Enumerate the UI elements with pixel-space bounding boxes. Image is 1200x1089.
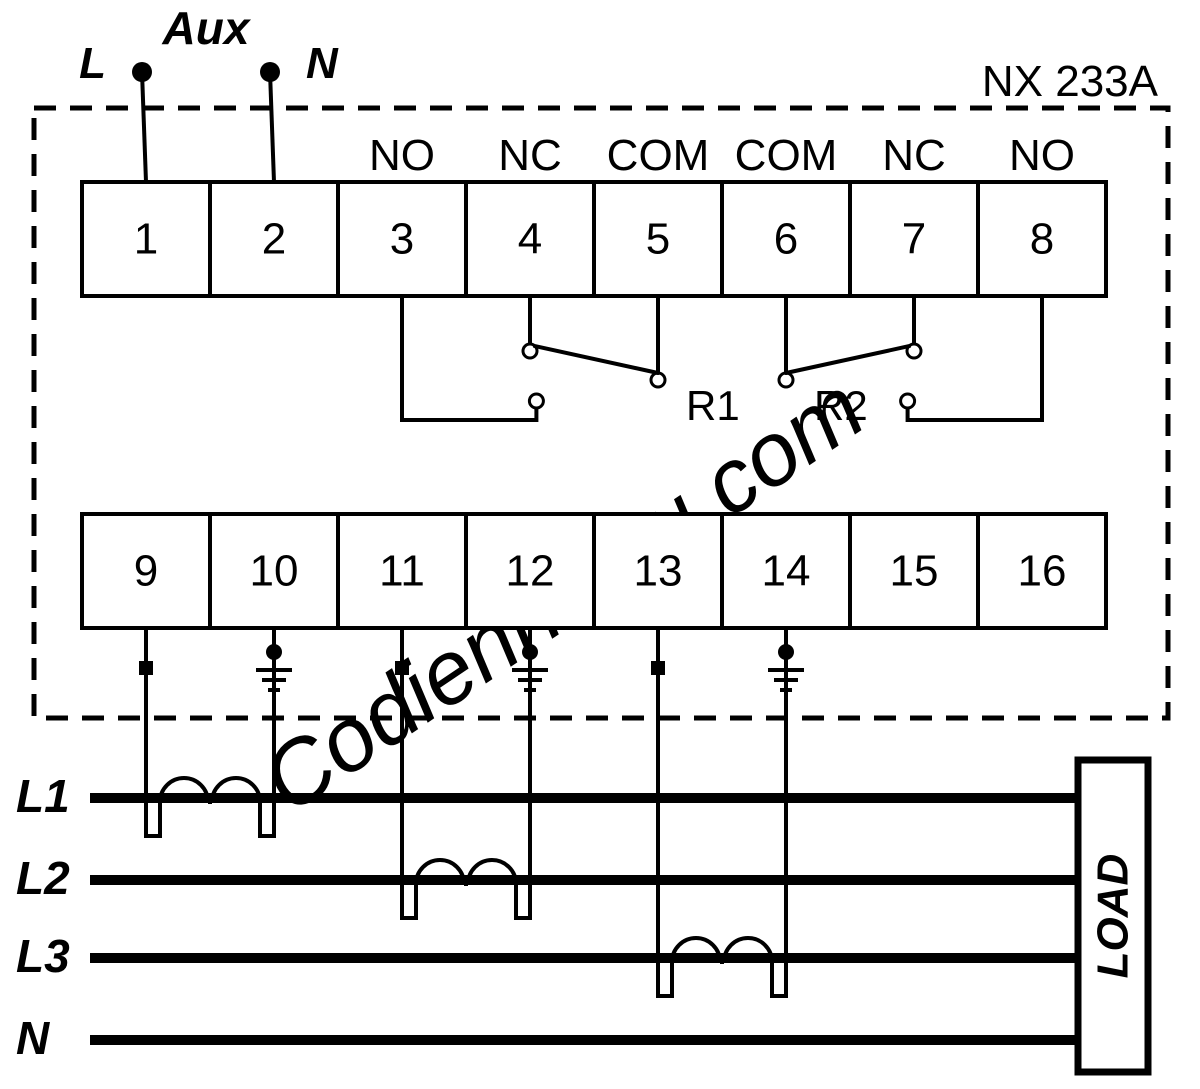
terminal-8: 8	[1030, 215, 1054, 264]
terminal-label-nc-7: NC	[882, 131, 946, 180]
power-line-label-L1: L1	[16, 770, 70, 822]
model-number: NX 233A	[982, 57, 1159, 106]
terminal-11: 11	[379, 547, 425, 596]
terminal-2: 2	[262, 215, 286, 264]
terminal-12: 12	[506, 547, 555, 596]
relay-r2-label: R2	[814, 382, 868, 429]
terminal-5: 5	[646, 215, 670, 264]
terminal-9: 9	[134, 547, 158, 596]
relay-r2-no-wire	[908, 296, 1042, 420]
aux-L-wire	[142, 72, 146, 182]
terminal-7: 7	[902, 215, 926, 264]
relay-r1-pivot	[651, 373, 665, 387]
aux-L-label: L	[79, 39, 106, 88]
terminal-6: 6	[774, 215, 798, 264]
power-line-label-L3: L3	[16, 930, 70, 982]
terminal-15: 15	[890, 547, 939, 596]
aux-N-wire	[270, 72, 274, 182]
terminal-14: 14	[762, 547, 811, 596]
terminal-label-no-8: NO	[1009, 131, 1075, 180]
aux-N-label: N	[306, 39, 339, 88]
power-line-label-N: N	[16, 1012, 50, 1064]
terminal-3: 3	[390, 215, 414, 264]
relay-r2-no-contact	[901, 394, 915, 408]
relay-r1-no-wire	[402, 296, 536, 420]
aux-label: Aux	[162, 2, 252, 54]
terminal-label-com-6: COM	[735, 131, 838, 180]
relay-r1-arm	[535, 346, 658, 373]
power-line-label-L2: L2	[16, 852, 70, 904]
terminal-16: 16	[1018, 547, 1067, 596]
terminal-13: 13	[634, 547, 683, 596]
ct-L3-lead-out	[772, 652, 786, 996]
terminal-10: 10	[250, 547, 299, 596]
relay-r1-label: R1	[686, 382, 740, 429]
relay-r2-pivot	[779, 373, 793, 387]
terminal-1: 1	[134, 215, 158, 264]
load-label: LOAD	[1089, 854, 1138, 979]
relay-r2-arm	[786, 346, 909, 373]
ct-L1-lead-in	[146, 668, 160, 836]
terminal-label-no-3: NO	[369, 131, 435, 180]
relay-r1-no-contact	[529, 394, 543, 408]
terminal-label-com-5: COM	[607, 131, 710, 180]
terminal-4: 4	[518, 215, 542, 264]
terminal-label-nc-4: NC	[498, 131, 562, 180]
